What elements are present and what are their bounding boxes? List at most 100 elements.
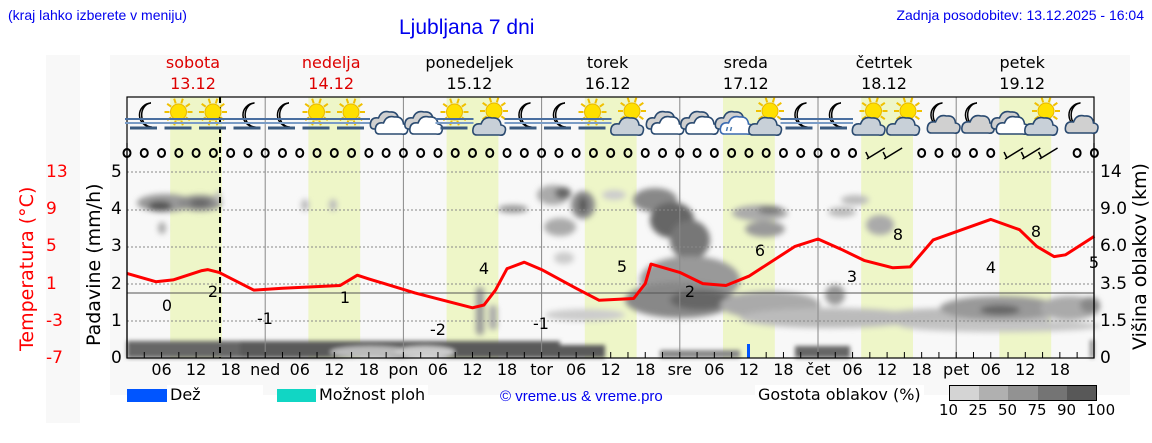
x-tick-label: 12	[185, 360, 207, 379]
x-tick-label: 18	[635, 360, 656, 379]
weather-icon-sun-fog	[297, 98, 336, 130]
x-tick-label: pon	[388, 360, 419, 379]
wind-row	[122, 147, 1099, 160]
calm-wind-icon	[709, 148, 719, 158]
day-name: ponedeljek	[425, 53, 514, 72]
day-header: torek 16.12	[548, 52, 668, 94]
density-swatch	[950, 386, 980, 400]
temp-label: 1	[340, 288, 350, 307]
temp-label: -2	[430, 320, 446, 339]
gridlines	[127, 171, 1094, 322]
temp-label: -1	[533, 314, 549, 333]
temperature-axis-title: Temperatura (°C)	[16, 186, 38, 351]
daylight-band	[170, 97, 223, 358]
weather-icon-cloud	[404, 110, 444, 135]
location-hint-link[interactable]: (kraj lahko izberete v meniju)	[8, 7, 187, 23]
calm-wind-icon	[347, 148, 357, 158]
calm-wind-icon	[295, 148, 305, 158]
precip-tick: 4	[111, 199, 122, 220]
temp-label: 8	[1031, 222, 1041, 241]
temp-label: 2	[685, 282, 695, 301]
calm-wind-icon	[623, 148, 633, 158]
density-swatch	[1066, 386, 1097, 400]
day-date: 19.12	[999, 74, 1046, 93]
weather-icon-moon-fog	[780, 102, 819, 130]
page-title: Ljubljana 7 dni	[399, 16, 535, 39]
temp-tick: -3	[46, 310, 63, 331]
calm-wind-icon	[381, 148, 391, 158]
day-header: sobota 13.12	[133, 52, 253, 94]
calm-wind-icon	[139, 148, 149, 158]
calm-wind-icon	[468, 148, 477, 158]
weather-icon-sun-cloud	[610, 97, 646, 136]
rain-legend-label: Dež	[167, 385, 263, 404]
wind-barb-icon	[1003, 147, 1024, 160]
calm-wind-icon	[848, 148, 858, 158]
calm-wind-icon	[364, 148, 374, 158]
density-tick: 10	[939, 401, 959, 419]
daylight-band	[308, 97, 361, 358]
x-tick-label: 06	[427, 360, 449, 379]
x-tick-label: ned	[250, 360, 281, 379]
precip-tick: 5	[111, 162, 122, 182]
temp-label: 6	[755, 241, 765, 260]
precip-tick: 0	[111, 348, 122, 368]
calm-wind-icon	[588, 148, 598, 158]
density-swatch	[979, 386, 1009, 400]
cloud-height-tick: 1.5	[1100, 310, 1128, 331]
calm-wind-icon	[312, 148, 322, 158]
calm-wind-icon	[208, 148, 218, 158]
precip-tick: 1	[111, 310, 122, 331]
temp-label: 2	[208, 282, 218, 301]
calm-wind-icon	[968, 148, 978, 158]
calm-wind-icon	[398, 148, 408, 158]
x-tick-label: 12	[738, 360, 760, 379]
wind-barb-icon	[865, 147, 886, 160]
calm-wind-icon	[778, 148, 788, 158]
weather-icon-sun-fog	[159, 98, 198, 130]
calm-wind-icon	[416, 148, 426, 158]
x-tick-label: 06	[704, 360, 725, 379]
copyright-link[interactable]: © vreme.us & vreme.pro	[500, 388, 663, 405]
weather-icon-moon-fog	[228, 102, 267, 130]
rain-swatch	[127, 389, 173, 402]
weather-icon-sun-fog	[332, 98, 370, 130]
weather-icon-sun-fog	[435, 98, 474, 130]
cloud-height-tick: 3.5	[1100, 273, 1128, 294]
weather-icon-moon-cloud	[961, 102, 996, 134]
temp-label: 8	[893, 225, 903, 244]
x-tick-label: pet	[943, 360, 970, 379]
weather-icon-sun-cloud	[851, 97, 888, 136]
left-axis-panel	[46, 55, 80, 423]
showers-legend-label: Možnost ploh	[316, 385, 429, 404]
weather-icon-sun-cloud	[1024, 97, 1060, 136]
density-swatch	[1008, 386, 1038, 400]
weather-icon-sun-fog	[573, 98, 612, 130]
day-name: torek	[586, 53, 629, 72]
weather-icon-sun-cloud	[748, 97, 784, 136]
calm-wind-icon	[917, 148, 927, 158]
cloud-density-ticks: 10 25 50 75 90 100	[939, 401, 1115, 419]
calm-wind-icon	[830, 148, 840, 158]
weather-icon-sun-cloud	[886, 97, 922, 136]
calm-wind-icon	[450, 148, 460, 158]
calm-wind-icon	[813, 148, 823, 158]
weather-icon-moon-cloud	[926, 102, 961, 134]
precipitation-axis-title: Padavine (mm/h)	[83, 183, 105, 346]
x-tick-label: 06	[842, 360, 863, 379]
x-tick-label: 18	[220, 360, 241, 379]
x-tick-marks	[143, 352, 1078, 358]
cloud-height-tick: 0	[1100, 348, 1111, 368]
x-tick-label: 06	[151, 360, 172, 379]
wind-barb-icon	[882, 147, 903, 160]
calm-wind-icon	[433, 148, 443, 158]
cloud-height-tick: 9.0	[1100, 199, 1128, 220]
calm-wind-icon	[191, 148, 201, 158]
precip-tick: 2	[111, 273, 122, 294]
x-tick-label: tor	[530, 360, 553, 379]
temp-tick: 5	[46, 236, 57, 257]
day-date: 17.12	[722, 74, 769, 93]
day-header: sreda 17.12	[686, 52, 806, 94]
calm-wind-icon	[122, 148, 132, 158]
temp-tick: 13	[46, 162, 68, 182]
